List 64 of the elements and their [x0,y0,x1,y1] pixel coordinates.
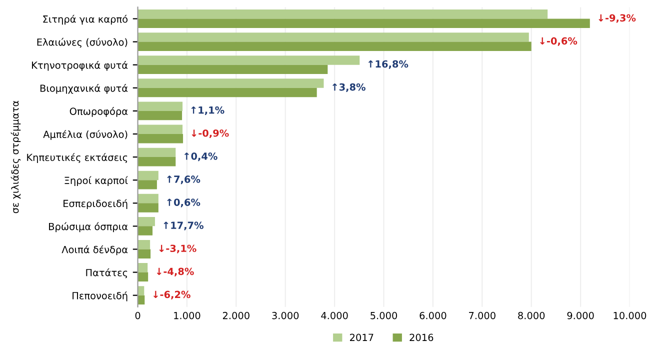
legend-label: 2016 [410,334,434,342]
annotation: ↓-3,1% [159,244,196,254]
annotation: ↑0,4% [184,152,218,162]
annotation: ↑7,6% [167,176,200,184]
y-tick-label: Ξηροί καρποί [64,176,128,186]
x-tick-label: 3.000 [272,312,299,320]
x-tick-label: 5.000 [370,312,398,320]
bar [138,56,360,65]
annotation: ↓-0,9% [192,129,229,138]
x-tick-label: 6.000 [420,312,446,320]
y-tick-label: Οπωροφόρα [70,107,128,117]
bar [138,157,176,166]
y-axis-title: σε χιλιάδες στρέμματα [10,100,21,214]
bar [138,263,148,272]
x-tick-label: 4.000 [321,312,348,320]
annotation: ↑1,1% [191,106,224,115]
bar [138,88,317,98]
annotation: ↓-0,6% [540,37,578,46]
annotation: ↓-9,3% [598,14,636,23]
x-tick-label: 9.000 [567,312,594,320]
annotation: ↓-4,8% [156,268,194,276]
y-tick-label: Ελαιώνες (σύνολο) [37,38,128,48]
bar [138,194,158,204]
bar [138,64,328,74]
y-tick-label: Πεπονοειδή [72,291,128,302]
bar [138,170,158,180]
bar [138,124,183,134]
bar [138,240,150,250]
x-tick-label: 1.000 [174,312,200,320]
y-tick-label: Κτηνοτροφικά φυτά [32,60,128,71]
x-tick-label: 0 [135,312,140,320]
legend-label: 2017 [350,334,374,342]
y-tick-label: Βρώσιμα όσπρια [49,222,128,232]
y-tick-label: Λοιπά δένδρα [62,245,128,256]
y-tick-label: Βιομηχανικά φυτά [40,84,128,94]
bar [138,10,548,19]
bar [138,110,182,120]
x-tick-label: 7.000 [469,312,496,320]
y-tick-label: Αμπέλια (σύνολο) [43,130,128,140]
x-tick-label: 8.000 [518,312,545,320]
bar [138,134,184,144]
annotation: ↑3,8% [332,83,366,92]
y-tick-label: Εσπεριδοειδή [64,199,128,210]
bar [138,102,183,111]
y-tick-label: Πατάτες [86,268,128,278]
bar [138,226,153,236]
bar [138,203,158,212]
annotation: ↑17,7% [164,222,204,230]
annotation: ↑16,8% [368,60,408,69]
bar [138,32,529,42]
bar [138,216,155,226]
y-tick-label: Κηπευτικές εκτάσεις [27,153,128,163]
annotation: ↓-6,2% [153,290,190,300]
annotation: ↑0,6% [167,198,200,208]
y-tick-label: Σιτηρά για καρπό [43,14,128,25]
bar [138,18,590,28]
x-tick-label: 2.000 [222,312,250,320]
bar [138,78,324,88]
bar [138,249,151,258]
x-tick-label: 10.000 [614,312,646,320]
bar [138,180,157,190]
bar [138,148,176,158]
bar [138,42,532,52]
bar [138,272,148,282]
